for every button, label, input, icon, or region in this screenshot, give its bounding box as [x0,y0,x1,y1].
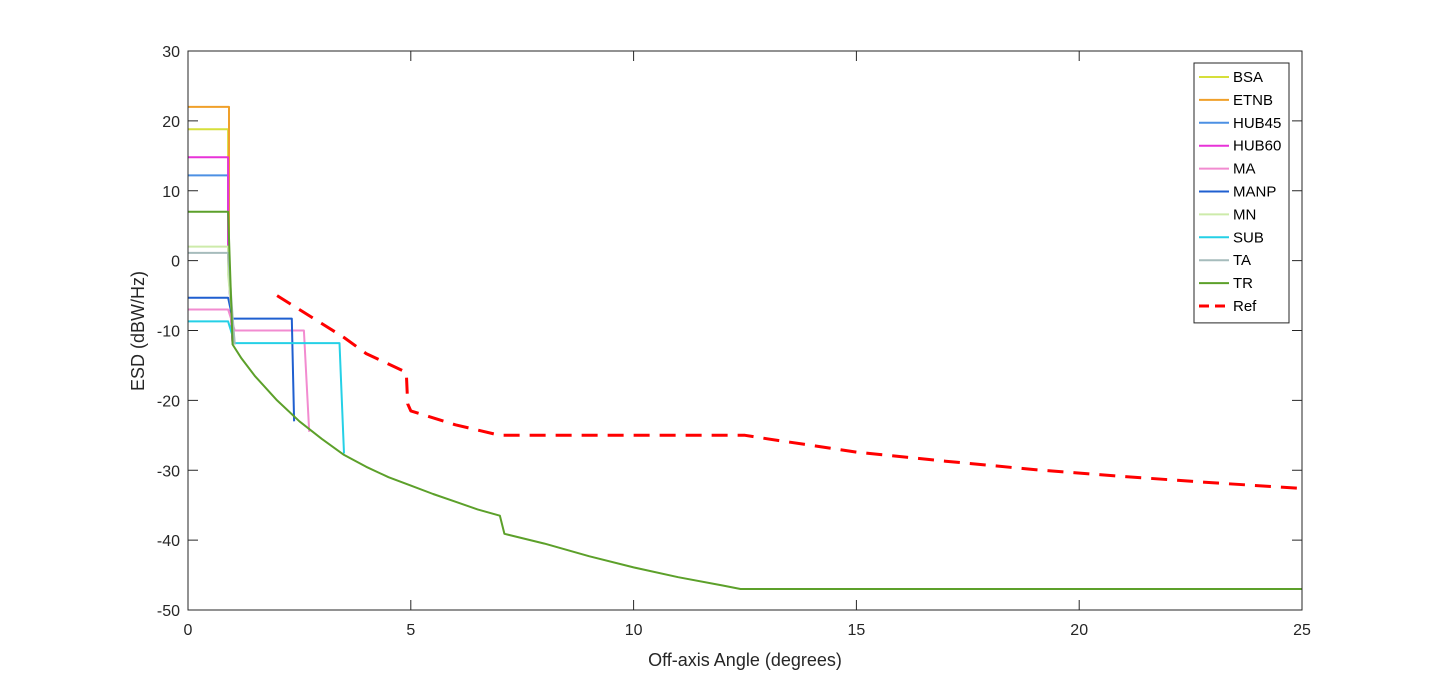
legend-label-hub45: HUB45 [1233,115,1281,132]
legend-label-mn: MN [1233,206,1256,223]
y-tick-label: -50 [157,603,180,620]
series-line-hub60 [188,156,234,345]
x-tick-label: 25 [1293,622,1311,639]
series-line-ref [276,294,1303,490]
legend-box [1193,62,1290,324]
plot-area-frame [187,50,1303,611]
y-tick-label: -40 [157,533,180,550]
legend-label-sub: SUB [1233,229,1264,246]
x-tick-label: 20 [1070,622,1088,639]
x-tick-label: 0 [184,622,193,639]
legend-label-etnb: ETNB [1233,92,1273,109]
y-tick-label: -10 [157,324,180,341]
y-tick-label: -30 [157,463,180,480]
legend-label-ma: MA [1233,161,1256,178]
y-tick-label: 0 [171,254,180,271]
legend-label-ta: TA [1233,252,1251,269]
y-tick-label: 30 [162,44,180,61]
series-line-tr [188,210,1302,590]
x-tick-label: 15 [848,622,866,639]
y-tick-label: 20 [162,114,180,131]
legend-label-bsa: BSA [1233,69,1263,86]
series-line-hub45 [188,174,234,345]
series-line-bsa [188,128,234,345]
x-tick-label: 10 [625,622,643,639]
legend-label-manp: MANP [1233,184,1276,201]
y-tick-label: 10 [162,184,180,201]
x-tick-label: 5 [406,622,415,639]
y-axis-title: ESD (dBW/Hz) [128,271,148,391]
legend-label-ref: Ref [1233,298,1257,315]
series-line-ma [188,308,311,432]
axis-ticks: 0 5 10 15 20 25 -50 -40 -30 -20 -10 0 10 20 30 [157,44,1311,639]
legend-label-hub60: HUB60 [1233,138,1281,155]
series-layer [188,105,1303,590]
legend: BSA ETNB HUB45 HUB60 MA MANP MN SUB TA TR Ref [1193,62,1290,324]
y-tick-label: -20 [157,393,180,410]
x-axis-title: Off-axis Angle (degrees) [648,650,842,670]
legend-label-tr: TR [1233,275,1253,292]
